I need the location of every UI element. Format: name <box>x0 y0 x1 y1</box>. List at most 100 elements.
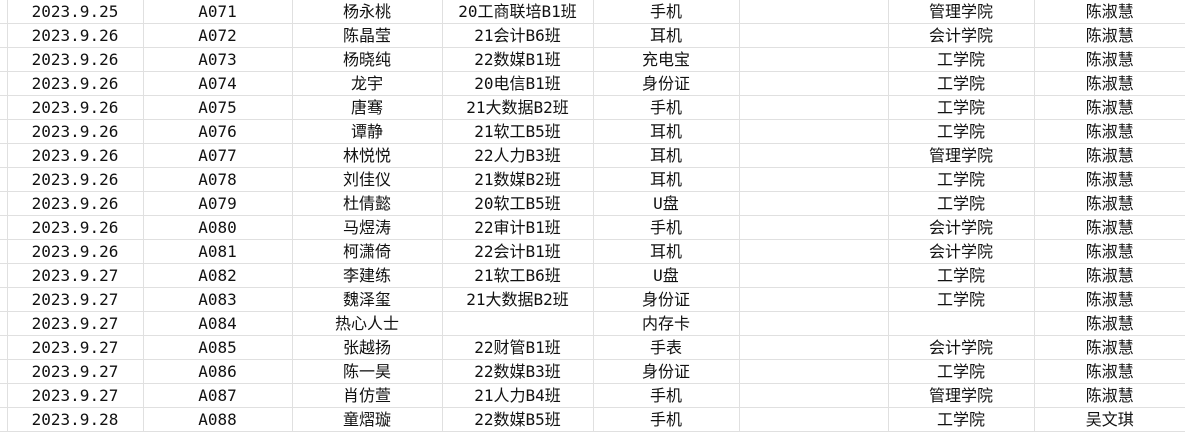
cell-college[interactable]: 工学院 <box>888 47 1035 72</box>
cell-date[interactable]: 2023.9.26 <box>7 23 144 48</box>
cell-date[interactable]: 2023.9.27 <box>7 263 144 288</box>
cell-date[interactable]: 2023.9.27 <box>7 335 144 360</box>
cell-blank[interactable] <box>739 383 889 408</box>
cell-id[interactable]: A088 <box>143 407 293 432</box>
cell-item[interactable]: U盘 <box>593 191 740 216</box>
cell-name[interactable]: 杨晓纯 <box>292 47 443 72</box>
cell-college[interactable]: 工学院 <box>888 167 1035 192</box>
cell-name[interactable]: 马煜涛 <box>292 215 443 240</box>
cell-college[interactable]: 工学院 <box>888 95 1035 120</box>
cell-handler[interactable]: 陈淑慧 <box>1034 239 1185 264</box>
cell-item[interactable]: 耳机 <box>593 239 740 264</box>
cell-item[interactable]: 手机 <box>593 407 740 432</box>
cell-id[interactable]: A075 <box>143 95 293 120</box>
cell-college[interactable]: 管理学院 <box>888 143 1035 168</box>
cell-handler[interactable]: 陈淑慧 <box>1034 167 1185 192</box>
cell-college[interactable]: 会计学院 <box>888 335 1035 360</box>
cell-name[interactable]: 张越扬 <box>292 335 443 360</box>
cell-blank[interactable] <box>739 359 889 384</box>
cell-item[interactable]: 内存卡 <box>593 311 740 336</box>
cell-id[interactable]: A079 <box>143 191 293 216</box>
cell-class[interactable]: 20软工B5班 <box>442 191 594 216</box>
cell-class[interactable]: 21大数据B2班 <box>442 287 594 312</box>
cell-item[interactable]: 身份证 <box>593 359 740 384</box>
cell-college[interactable]: 工学院 <box>888 191 1035 216</box>
cell-college[interactable]: 工学院 <box>888 407 1035 432</box>
cell-handler[interactable]: 陈淑慧 <box>1034 95 1185 120</box>
cell-blank[interactable] <box>739 119 889 144</box>
cell-blank[interactable] <box>739 167 889 192</box>
cell-handler[interactable]: 陈淑慧 <box>1034 143 1185 168</box>
cell-id[interactable]: A084 <box>143 311 293 336</box>
cell-date[interactable]: 2023.9.26 <box>7 47 144 72</box>
cell-handler[interactable]: 陈淑慧 <box>1034 23 1185 48</box>
cell-id[interactable]: A086 <box>143 359 293 384</box>
cell-handler[interactable]: 陈淑慧 <box>1034 215 1185 240</box>
cell-college[interactable]: 会计学院 <box>888 239 1035 264</box>
cell-date[interactable]: 2023.9.25 <box>7 0 144 24</box>
cell-name[interactable]: 龙宇 <box>292 71 443 96</box>
cell-item[interactable]: 手机 <box>593 0 740 24</box>
cell-name[interactable]: 林悦悦 <box>292 143 443 168</box>
cell-name[interactable]: 唐骞 <box>292 95 443 120</box>
cell-blank[interactable] <box>739 263 889 288</box>
cell-item[interactable]: 身份证 <box>593 71 740 96</box>
cell-date[interactable]: 2023.9.26 <box>7 191 144 216</box>
cell-date[interactable]: 2023.9.27 <box>7 383 144 408</box>
cell-college[interactable]: 会计学院 <box>888 23 1035 48</box>
cell-handler[interactable]: 陈淑慧 <box>1034 0 1185 24</box>
cell-id[interactable]: A072 <box>143 23 293 48</box>
cell-handler[interactable]: 陈淑慧 <box>1034 335 1185 360</box>
cell-handler[interactable]: 陈淑慧 <box>1034 311 1185 336</box>
cell-class[interactable]: 22数媒B3班 <box>442 359 594 384</box>
cell-date[interactable]: 2023.9.26 <box>7 215 144 240</box>
cell-blank[interactable] <box>739 143 889 168</box>
cell-item[interactable]: 耳机 <box>593 167 740 192</box>
cell-date[interactable]: 2023.9.26 <box>7 71 144 96</box>
cell-id[interactable]: A076 <box>143 119 293 144</box>
cell-blank[interactable] <box>739 71 889 96</box>
cell-item[interactable]: 耳机 <box>593 23 740 48</box>
cell-college[interactable] <box>888 311 1035 336</box>
cell-id[interactable]: A080 <box>143 215 293 240</box>
cell-name[interactable]: 肖仿萱 <box>292 383 443 408</box>
cell-handler[interactable]: 陈淑慧 <box>1034 287 1185 312</box>
cell-name[interactable]: 杜倩懿 <box>292 191 443 216</box>
cell-handler[interactable]: 陈淑慧 <box>1034 359 1185 384</box>
cell-item[interactable]: 身份证 <box>593 287 740 312</box>
cell-item[interactable]: 耳机 <box>593 119 740 144</box>
cell-id[interactable]: A078 <box>143 167 293 192</box>
cell-name[interactable]: 魏泽玺 <box>292 287 443 312</box>
cell-name[interactable]: 刘佳仪 <box>292 167 443 192</box>
cell-blank[interactable] <box>739 23 889 48</box>
cell-date[interactable]: 2023.9.28 <box>7 407 144 432</box>
cell-class[interactable]: 21人力B4班 <box>442 383 594 408</box>
cell-name[interactable]: 谭静 <box>292 119 443 144</box>
cell-id[interactable]: A081 <box>143 239 293 264</box>
cell-id[interactable]: A087 <box>143 383 293 408</box>
cell-college[interactable]: 管理学院 <box>888 383 1035 408</box>
cell-handler[interactable]: 陈淑慧 <box>1034 191 1185 216</box>
cell-handler[interactable]: 陈淑慧 <box>1034 119 1185 144</box>
cell-class[interactable]: 22财管B1班 <box>442 335 594 360</box>
cell-item[interactable]: 手机 <box>593 215 740 240</box>
cell-name[interactable]: 陈晶莹 <box>292 23 443 48</box>
cell-college[interactable]: 工学院 <box>888 71 1035 96</box>
cell-item[interactable]: U盘 <box>593 263 740 288</box>
cell-class[interactable]: 22数媒B1班 <box>442 47 594 72</box>
cell-handler[interactable]: 陈淑慧 <box>1034 71 1185 96</box>
cell-item[interactable]: 手机 <box>593 95 740 120</box>
cell-blank[interactable] <box>739 215 889 240</box>
cell-handler[interactable]: 陈淑慧 <box>1034 47 1185 72</box>
cell-blank[interactable] <box>739 311 889 336</box>
cell-blank[interactable] <box>739 95 889 120</box>
cell-class[interactable]: 22审计B1班 <box>442 215 594 240</box>
cell-college[interactable]: 会计学院 <box>888 215 1035 240</box>
cell-date[interactable]: 2023.9.26 <box>7 95 144 120</box>
cell-college[interactable]: 管理学院 <box>888 0 1035 24</box>
cell-handler[interactable]: 陈淑慧 <box>1034 263 1185 288</box>
cell-blank[interactable] <box>739 239 889 264</box>
cell-id[interactable]: A074 <box>143 71 293 96</box>
cell-date[interactable]: 2023.9.27 <box>7 287 144 312</box>
cell-date[interactable]: 2023.9.27 <box>7 359 144 384</box>
